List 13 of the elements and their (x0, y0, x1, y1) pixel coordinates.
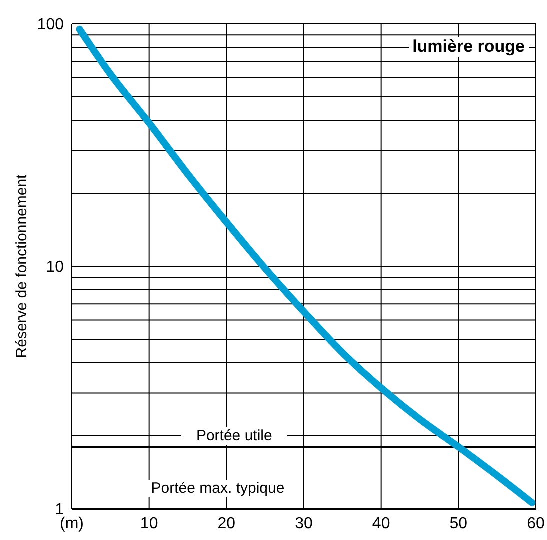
y-tick-label: 100 (37, 16, 64, 34)
x-tick-label: 60 (527, 515, 545, 532)
text: lumière rouge (408, 37, 529, 57)
annotation: Portée max. typique (147, 480, 289, 497)
x-tick-label: 20 (218, 515, 236, 532)
ref-line-label: Portée utile (196, 428, 272, 445)
x-tick-label: (m) (60, 515, 84, 532)
y-axis-title: Réserve de fonctionnement (14, 174, 30, 358)
x-tick-label: 40 (372, 515, 390, 532)
y-tick-label: 10 (46, 259, 64, 276)
x-tick-label: 50 (450, 515, 468, 532)
x-tick-label: 30 (295, 515, 313, 532)
x-tick-label: 10 (140, 515, 158, 532)
